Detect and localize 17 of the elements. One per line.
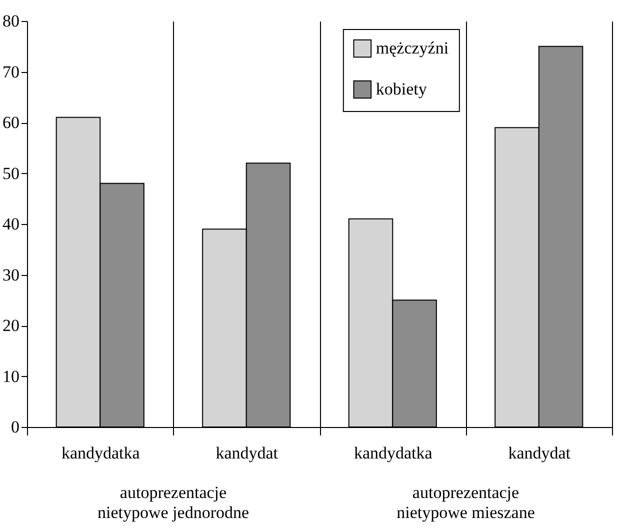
y-tick-label: 70	[2, 62, 20, 82]
x-tick-label: kandydatka	[354, 444, 433, 462]
y-tick-label: 80	[2, 12, 20, 30]
x-tick-label: kandydatka	[61, 444, 140, 462]
x-tick-label: kandydat	[216, 444, 278, 462]
legend-label: mężczyźni	[376, 38, 449, 58]
y-tick-label: 30	[2, 265, 20, 284]
legend-label: kobiety	[376, 80, 428, 98]
y-tick-label: 10	[2, 366, 20, 386]
text: autoprezentacje nietypowe mieszane	[396, 483, 535, 522]
y-tick-label: 0	[11, 418, 20, 436]
y-tick-label: 60	[2, 113, 20, 132]
x-tick-label: kandydat	[508, 444, 571, 462]
y-tick-label: 40	[2, 214, 20, 234]
y-tick-label: 20	[2, 316, 20, 335]
y-tick-label: 50	[2, 164, 20, 183]
text: autoprezentacje nietypowe jednorodne	[97, 483, 250, 522]
